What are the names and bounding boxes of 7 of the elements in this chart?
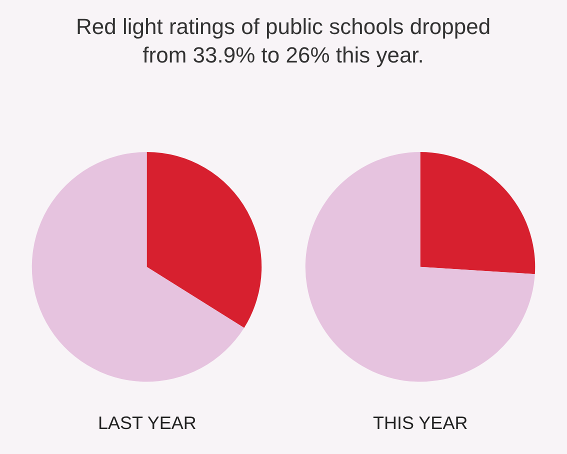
text: THIS YEAR	[373, 413, 468, 433]
chart-title: Red light ratings of public schools dropped from 33.9% to 26% this year.	[76, 14, 491, 68]
pie-slice	[305, 152, 535, 382]
pie-slice	[32, 152, 244, 382]
text: LAST YEAR	[98, 413, 196, 433]
pie-slice	[146, 152, 262, 328]
pie-slice	[420, 152, 535, 274]
